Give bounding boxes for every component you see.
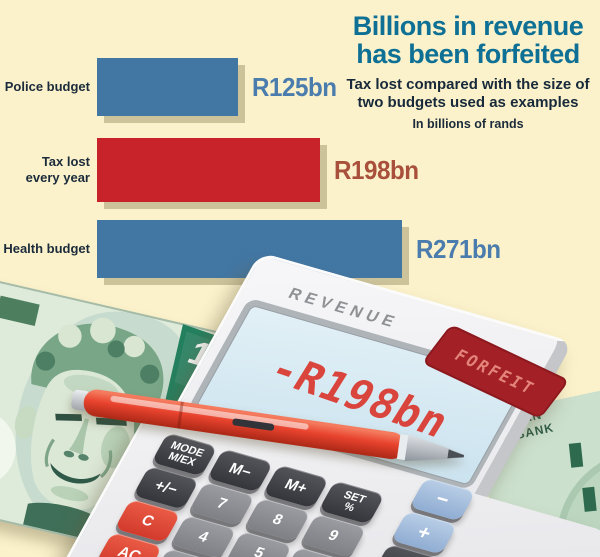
bar-category-label: Health budget [3,241,90,257]
bar-category-label: Tax lost every year [25,154,90,185]
bar-value-label: R198bn [334,154,419,185]
banknote-fragment-dash [568,442,584,468]
bar [97,138,320,202]
bar-value-label: R125bn [252,71,337,102]
bar-row: Tax lost every year R198bn [0,138,600,202]
chart-header: Billions in revenue has been forfeited T… [338,12,598,132]
banknote-fragment-dash [582,486,597,512]
bar-row: Police budget R125bn [0,58,600,116]
bar [97,58,238,116]
chart-subtitle-line2: two budgets used as examples [357,94,579,112]
chart-subtitle: Tax lost compared with the size of two b… [338,76,598,114]
chart-title: Billions in revenue has been forfeited [338,12,598,69]
chart-title-line1: Billions in revenue [352,11,584,41]
chart-title-line2: has been forfeited [356,39,580,70]
pen-nib [447,448,464,461]
bar-chart: Police budget R125bn Tax lost every year R1… [0,58,600,278]
chart-units-note: In billions of rands [412,117,524,132]
bar-value-label: R271bn [416,233,501,264]
bar-category-label: Police budget [4,79,90,95]
chart-subtitle-line1: Tax lost compared with the size of [346,75,590,93]
